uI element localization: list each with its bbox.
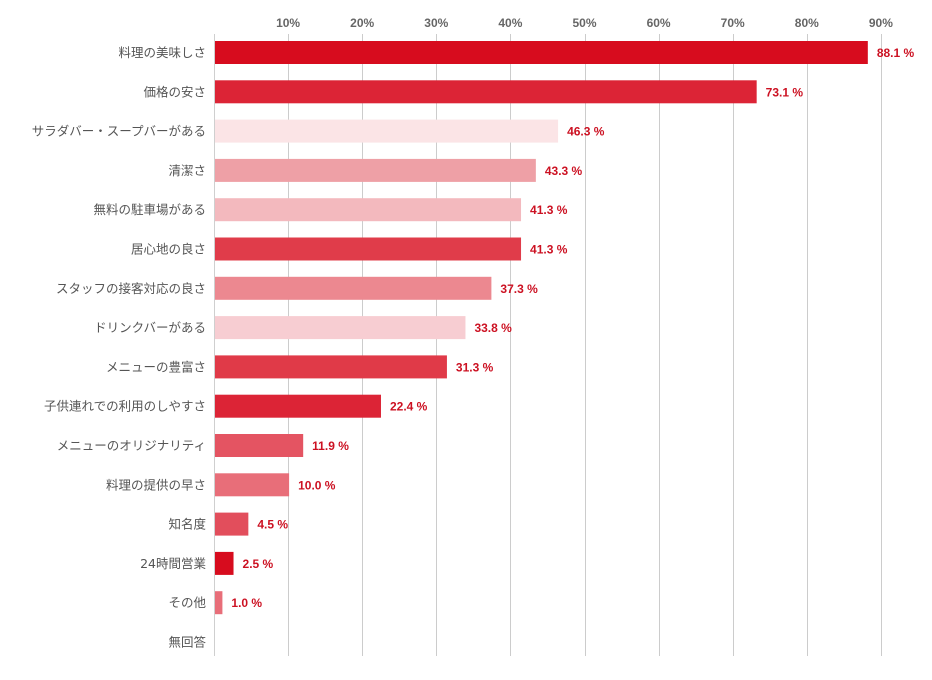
bar [215,473,290,497]
value-label: 41.3 % [530,243,568,257]
bar [215,119,559,143]
bar [215,276,492,300]
bar [215,434,304,457]
value-label: 11.9 % [312,439,349,453]
x-tick-label: 60% [647,16,671,30]
category-label: メニューのオリジナリティ [57,438,206,453]
category-label: 清潔さ [168,163,206,178]
category-label: 知名度 [168,517,206,532]
bar [215,80,757,104]
value-label: 73.1 % [766,85,804,99]
bar [215,316,466,340]
x-tick-label: 10% [276,16,300,30]
value-label: 1.0 % [231,596,262,610]
x-tick-label: 90% [869,16,893,30]
bar [215,198,522,222]
x-tick-label: 70% [721,16,745,30]
value-label: 2.5 % [243,557,274,571]
value-label: 4.5 % [257,518,288,532]
bar [215,158,536,182]
value-label: 37.3 % [500,282,538,296]
category-label: 無料の駐車場がある [93,202,206,217]
category-label: 料理の美味しさ [118,45,206,60]
bar [215,355,447,379]
value-label: 46.3 % [567,125,605,139]
x-tick-label: 80% [795,16,819,30]
bar [215,551,234,575]
category-label: 料理の提供の早さ [106,477,206,492]
bar [215,394,381,418]
value-label: 88.1 % [877,46,915,60]
category-label: 24時間営業 [140,556,206,571]
bar [215,41,868,64]
category-label: 価格の安さ [143,84,206,99]
category-label: 居心地の良さ [131,242,206,257]
category-label: 子供連れでの利用のしやすさ [44,399,206,414]
value-label: 41.3 % [530,203,568,217]
x-tick-label: 20% [350,16,374,30]
category-label: サラダバー・スープバーがある [32,124,206,139]
value-label: 10.0 % [298,478,336,492]
category-label: スタッフの接客対応の良さ [56,281,206,296]
category-label: メニューの豊富さ [106,359,206,374]
bar [215,237,522,261]
value-label: 43.3 % [545,164,583,178]
category-label: 無回答 [168,635,206,650]
category-label: ドリンクバーがある [94,320,206,335]
x-tick-label: 50% [572,16,596,30]
x-tick-label: 40% [498,16,522,30]
value-label: 22.4 % [390,400,428,414]
bar [215,512,249,536]
value-label: 31.3 % [456,360,494,374]
bar [215,591,223,615]
category-label: その他 [168,595,206,610]
x-tick-label: 30% [424,16,448,30]
value-label: 33.8 % [474,321,512,335]
